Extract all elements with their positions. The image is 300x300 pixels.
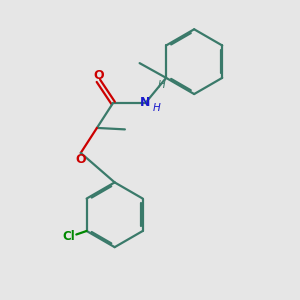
Text: H: H	[158, 80, 166, 90]
Text: N: N	[140, 96, 151, 110]
Text: O: O	[75, 153, 86, 166]
Text: H: H	[153, 103, 160, 113]
Text: O: O	[93, 69, 104, 82]
Text: Cl: Cl	[63, 230, 75, 243]
